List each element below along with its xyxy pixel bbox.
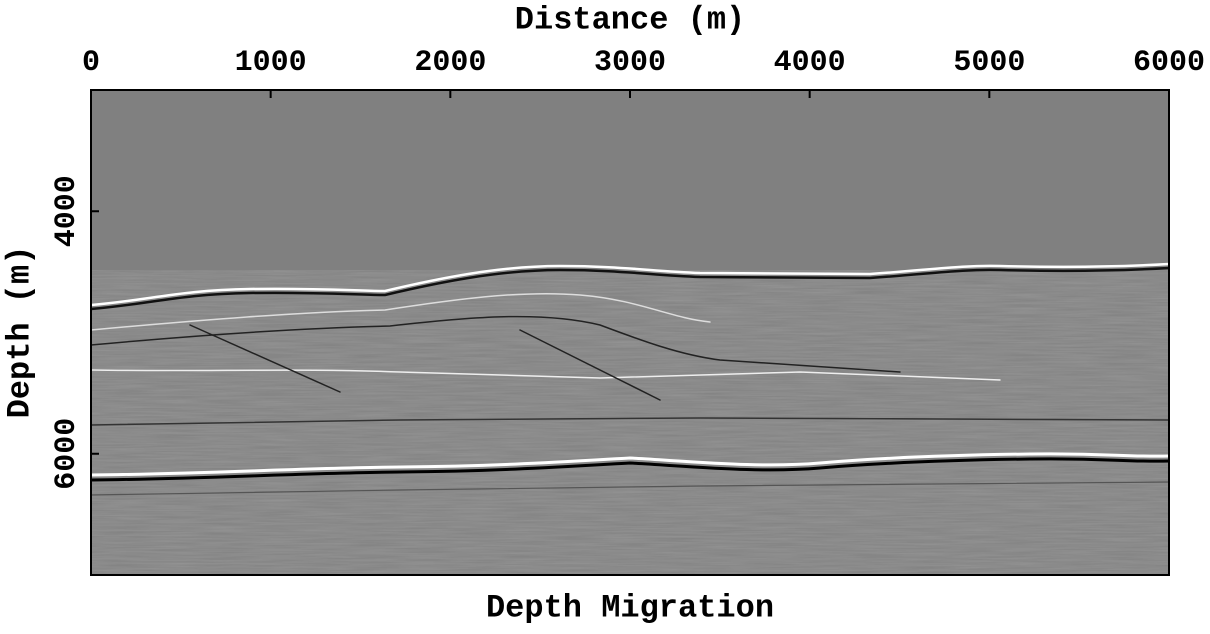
reflectors — [91, 262, 1169, 496]
y-axis-label: Depth (m) — [1, 246, 38, 419]
reflector — [91, 292, 711, 331]
x-tick-label: 3000 — [594, 46, 666, 80]
reflector — [91, 315, 901, 373]
fault — [519, 329, 661, 401]
x-tick-label: 5000 — [953, 46, 1025, 80]
reflector — [91, 262, 1169, 307]
x-tick-label: 1000 — [235, 46, 307, 80]
x-tick-label: 2000 — [414, 46, 486, 80]
reflector — [91, 369, 1001, 381]
x-axis-label: Distance (m) — [515, 1, 745, 38]
x-tick-label: 4000 — [774, 46, 846, 80]
y-tick-label: 6000 — [50, 418, 84, 490]
reflector — [91, 457, 1169, 482]
x-tick-label: 0 — [82, 46, 100, 80]
x-tick-label: 6000 — [1133, 46, 1205, 80]
reflector — [91, 266, 1169, 311]
seismic-image — [91, 90, 1169, 575]
reflector — [91, 417, 1169, 426]
reflector — [91, 481, 1169, 496]
y-tick-label: 4000 — [50, 175, 84, 247]
fault — [189, 324, 341, 393]
chart-title: Depth Migration — [486, 589, 774, 626]
reflector — [91, 452, 1169, 477]
